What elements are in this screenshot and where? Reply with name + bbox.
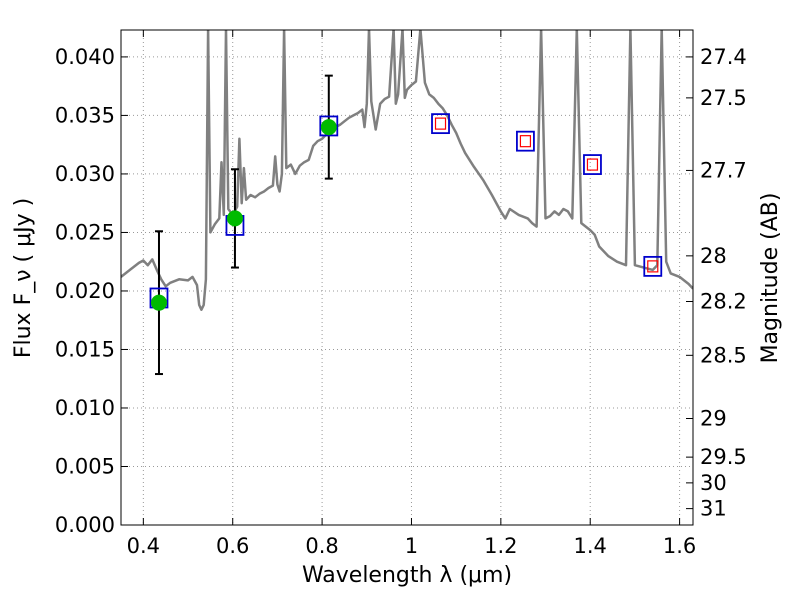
y-tick-label: 0.030 [55,162,115,186]
y-tick-label: 0.020 [55,279,115,303]
y-tick-label: 0.015 [55,337,115,361]
x-axis-ticks: 0.4 0.6 0.8 1 1.2 1.4 1.6 [127,30,696,558]
plot-frame [120,29,694,526]
y-tick-label: 0.005 [55,454,115,478]
x-tick-label: 1.6 [663,534,696,558]
model-marker [643,255,663,277]
right-tick-label: 29 [700,407,727,431]
x-tick-label: 1.2 [484,534,517,558]
right-axis-label: Magnitude (AB) [758,193,783,364]
y-tick-label: 0.000 [55,513,115,537]
right-tick-label: 28.5 [700,343,747,367]
right-tick-label: 28 [700,244,727,268]
model-marker [319,115,339,137]
right-tick-label: 29.5 [700,445,747,469]
y-tick-label: 0.025 [55,220,115,244]
model-marker [431,113,450,135]
right-tick-label: 27.7 [700,158,747,182]
observed-point [226,210,243,227]
observed-point [320,119,337,136]
right-tick-label: 27.4 [700,45,747,69]
right-tick-label: 27.5 [700,86,747,110]
model-marker-inner [434,117,447,130]
observed-points [150,119,337,311]
x-axis-label: Wavelength λ (μm) [302,563,512,588]
right-tick-label: 28.2 [700,289,747,313]
y-tick-label: 0.035 [55,103,115,127]
right-tick-label: 30 [700,471,727,495]
sed-line [121,30,693,311]
model-marker [583,154,602,175]
y-tick-label: 0.010 [55,396,115,420]
sed-curve [121,30,693,311]
model-marker-inner [647,260,659,273]
y-axis-label: Flux F_ν ( μJy ) [11,198,36,358]
x-tick-label: 1 [405,534,418,558]
model-marker-inner [586,158,599,171]
y-tick-label: 0.040 [55,45,115,69]
model-marker-inner [519,135,532,148]
x-tick-label: 1.4 [574,534,607,558]
x-tick-label: 0.8 [305,534,338,558]
right-tick-label: 31 [700,497,727,521]
y-axis-ticks: 0.000 0.005 0.010 0.015 0.020 0.025 0.030 0.035… [55,45,128,537]
observed-point [150,294,167,311]
model-marker [516,130,535,152]
x-tick-label: 0.6 [216,534,249,558]
x-tick-label: 0.4 [127,534,160,558]
